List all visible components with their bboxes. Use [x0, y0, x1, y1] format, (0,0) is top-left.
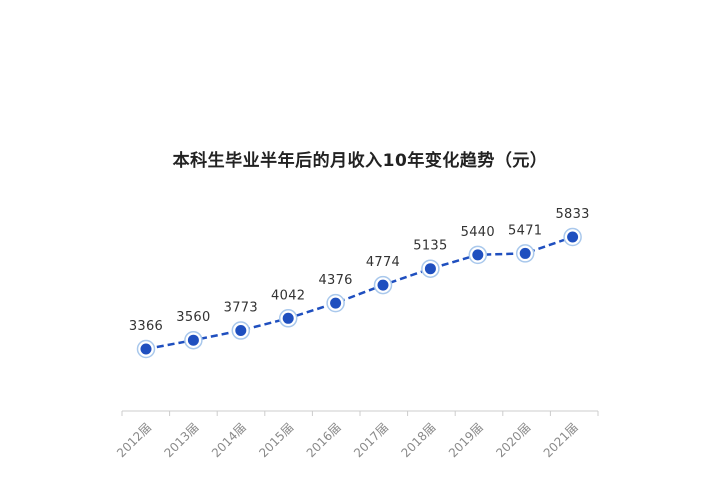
- data-point: [472, 249, 484, 261]
- x-tick-label: 2012届: [114, 420, 154, 460]
- data-label: 5471: [508, 223, 542, 238]
- x-tick-label: 2016届: [304, 420, 344, 460]
- data-label: 3366: [129, 319, 163, 334]
- data-label: 5440: [461, 225, 495, 240]
- x-tick-label: 2020届: [493, 420, 533, 460]
- data-point: [330, 297, 342, 309]
- data-label: 4376: [318, 273, 352, 288]
- x-tick-label: 2015届: [256, 420, 296, 460]
- x-tick-label: 2014届: [209, 420, 249, 460]
- data-label: 4042: [271, 288, 305, 303]
- x-tick-labels: 2012届 2013届 2014届 2015届 2016届 2017届 2018届 2019届…: [114, 420, 581, 460]
- chart-title: 本科生毕业半年后的月收入10年变化趋势（元）: [172, 151, 548, 171]
- data-label: 3560: [176, 310, 210, 325]
- data-point: [282, 312, 294, 324]
- data-label: 5833: [555, 207, 589, 222]
- data-label: 3773: [224, 301, 258, 316]
- data-labels: 3366 3560 3773 4042 4376 4774 5135 5440 5471 5833: [129, 207, 590, 334]
- data-point: [187, 334, 199, 346]
- data-point: [567, 231, 579, 243]
- data-point: [140, 343, 152, 355]
- data-markers: [136, 227, 582, 359]
- data-point: [377, 279, 389, 291]
- data-point: [424, 263, 436, 275]
- x-axis-ticks: [121, 411, 599, 416]
- x-tick-label: 2013届: [162, 420, 202, 460]
- data-point: [519, 247, 531, 259]
- data-point: [235, 325, 247, 337]
- x-tick-label: 2019届: [446, 420, 486, 460]
- x-tick-label: 2021届: [541, 420, 581, 460]
- data-label: 5135: [413, 239, 447, 254]
- x-tick-label: 2017届: [351, 420, 391, 460]
- x-tick-label: 2018届: [399, 420, 439, 460]
- series-line: [145, 235, 574, 351]
- data-label: 4774: [366, 255, 400, 270]
